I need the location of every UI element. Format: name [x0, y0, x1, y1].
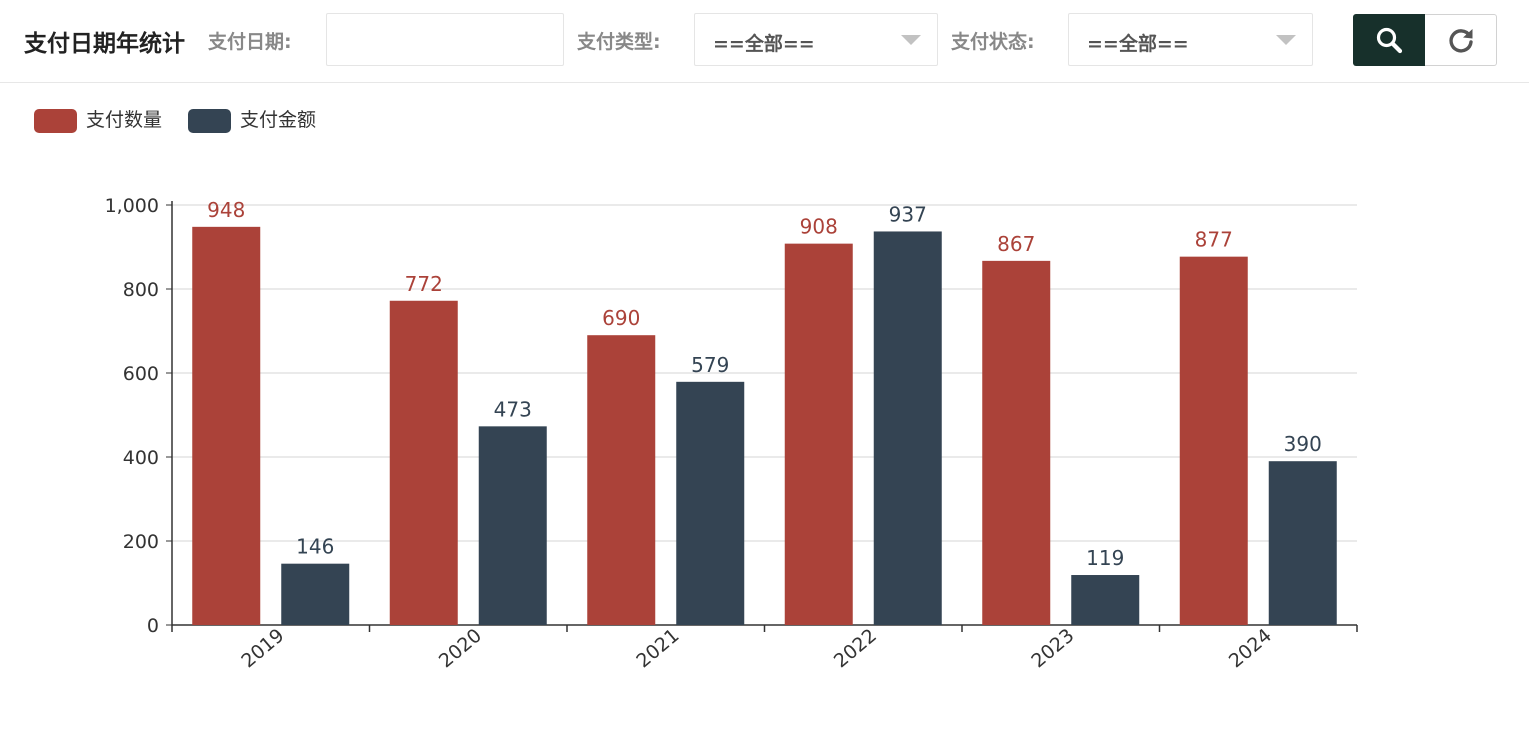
x-tick-label: 2024 — [1225, 624, 1276, 672]
bar-count — [389, 300, 458, 625]
y-tick-label: 600 — [123, 363, 159, 385]
data-label-count: 867 — [997, 232, 1035, 256]
date-label: 支付日期: — [208, 31, 292, 53]
legend-label-amount: 支付金额 — [240, 109, 317, 131]
bar-amount — [1071, 575, 1140, 625]
chevron-down-icon — [1276, 35, 1296, 45]
y-tick-label: 200 — [123, 531, 159, 553]
x-tick-label: 2021 — [632, 624, 683, 672]
data-label-amount: 579 — [691, 353, 729, 377]
x-tick-label: 2019 — [237, 624, 288, 672]
date-input[interactable] — [326, 13, 564, 66]
bar-amount — [281, 563, 350, 625]
data-label-count: 772 — [405, 272, 443, 296]
bar-count — [192, 226, 261, 625]
type-select-value: ==全部== — [713, 33, 815, 55]
bar-count — [784, 243, 853, 625]
x-tick-label: 2020 — [435, 624, 486, 672]
bar-amount — [873, 231, 942, 625]
refresh-button[interactable] — [1425, 14, 1497, 66]
filter-toolbar: 支付日期年统计 支付日期: 支付类型: ==全部== 支付状态: ==全部== — [0, 0, 1529, 83]
data-label-count: 690 — [602, 306, 640, 330]
y-tick-label: 1,000 — [105, 195, 159, 217]
bar-amount — [478, 426, 547, 625]
status-select-value: ==全部== — [1087, 33, 1189, 55]
data-label-amount: 937 — [889, 202, 927, 226]
data-label-amount: 390 — [1284, 432, 1322, 456]
legend-label-count: 支付数量 — [86, 109, 163, 131]
data-label-amount: 119 — [1086, 546, 1124, 570]
status-label: 支付状态: — [951, 31, 1035, 53]
type-label: 支付类型: — [577, 31, 661, 53]
x-tick-label: 2023 — [1027, 624, 1078, 672]
bar-chart: 0 200 400 600 800 1,000 2019 948 146 2020 772 473 20… — [105, 195, 1358, 672]
bar-amount — [676, 381, 745, 625]
bar-count — [1179, 256, 1248, 625]
y-tick-label: 400 — [123, 447, 159, 469]
data-label-amount: 146 — [296, 535, 334, 559]
page-title: 支付日期年统计 — [24, 31, 185, 57]
data-label-count: 908 — [800, 215, 838, 239]
bar-amount — [1268, 461, 1337, 625]
type-select[interactable]: ==全部== — [694, 13, 938, 66]
chevron-down-icon — [901, 35, 921, 45]
legend-swatch-amount — [188, 109, 231, 133]
legend-swatch-count — [34, 109, 77, 133]
data-label-amount: 473 — [494, 397, 532, 421]
y-tick-label: 0 — [147, 615, 159, 637]
data-label-count: 877 — [1195, 228, 1233, 252]
y-tick-label: 800 — [123, 279, 159, 301]
status-select[interactable]: ==全部== — [1068, 13, 1313, 66]
bar-count — [587, 335, 656, 625]
x-tick-label: 2022 — [830, 624, 881, 672]
bar-count — [982, 260, 1051, 625]
search-button[interactable] — [1353, 14, 1425, 66]
data-label-count: 948 — [207, 198, 245, 222]
refresh-icon — [1448, 29, 1473, 53]
search-icon — [1376, 27, 1403, 54]
